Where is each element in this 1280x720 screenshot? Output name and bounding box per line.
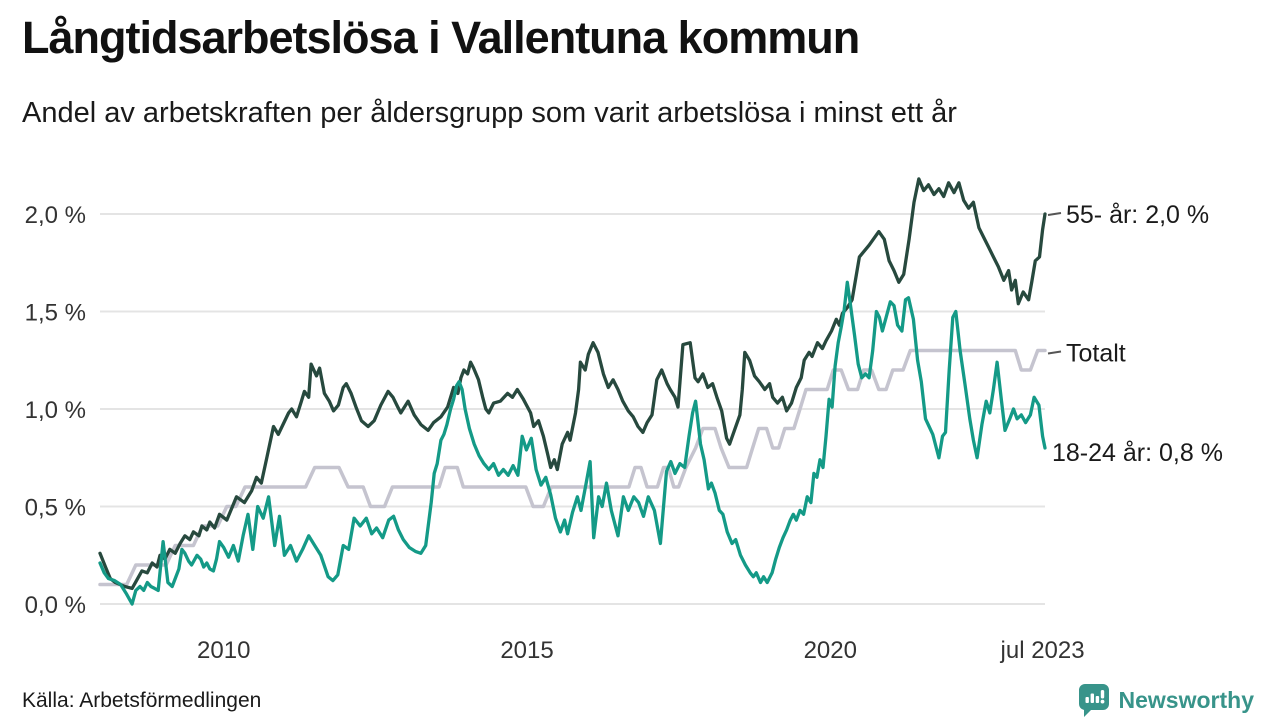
source-note: Källa: Arbetsförmedlingen [22, 689, 262, 712]
x-axis-tick-label: jul 2023 [1000, 637, 1085, 664]
x-axis-tick-label: 2020 [804, 637, 857, 664]
newsworthy-logo-icon [1077, 682, 1111, 718]
label-tick-totalt [1047, 350, 1062, 355]
series-line-18-24 [98, 280, 1047, 606]
page-subtitle: Andel av arbetskraften per åldersgrupp s… [22, 97, 957, 129]
line-end-label-55: 55- år: 2,0 % [1066, 201, 1209, 229]
line-end-label-18-24: 18-24 år: 0,8 % [1052, 439, 1223, 467]
y-axis-tick-label: 1,0 % [25, 397, 86, 424]
brand-footer: Newsworthy [1077, 682, 1254, 718]
y-axis-tick-label: 0,5 % [25, 495, 86, 522]
label-tick-55 [1047, 212, 1062, 216]
y-axis-tick-label: 1,5 % [25, 300, 86, 327]
y-axis-tick-label: 0,0 % [25, 592, 86, 619]
series-line-55 [98, 177, 1047, 591]
line-end-label-totalt: Totalt [1066, 339, 1126, 367]
x-axis-tick-label: 2010 [197, 637, 250, 664]
x-axis-tick-label: 2015 [500, 637, 553, 664]
y-axis-tick-label: 2,0 % [25, 202, 86, 229]
page-title: Långtidsarbetslösa i Vallentuna kommun [22, 12, 860, 63]
brand-name: Newsworthy [1118, 686, 1254, 713]
